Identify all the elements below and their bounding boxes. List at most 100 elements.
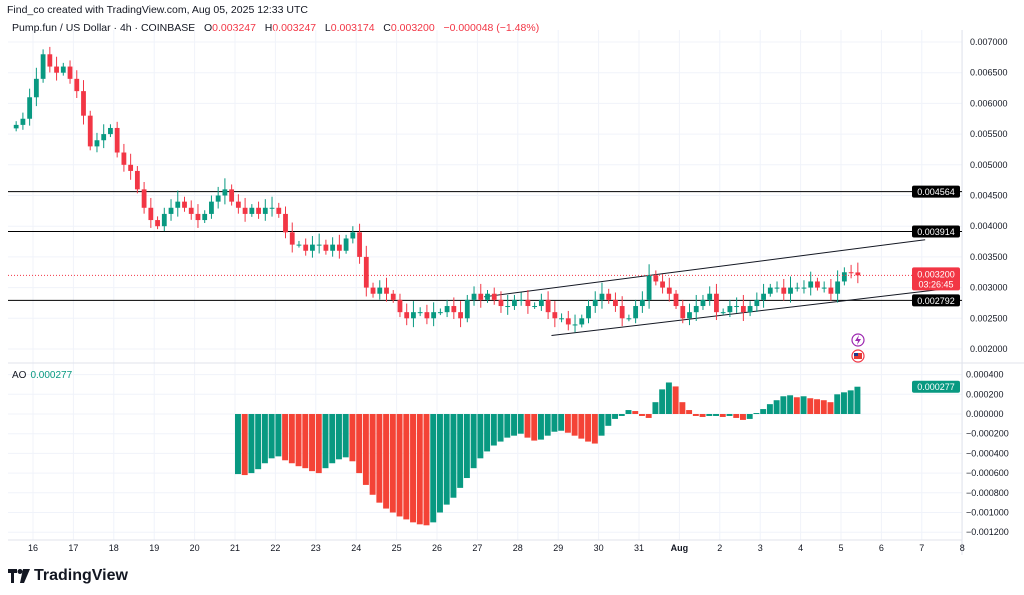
candle-body (363, 256, 369, 288)
candle-body (808, 281, 814, 288)
ao-bar (268, 414, 275, 459)
ao-label: AO (12, 370, 27, 381)
ao-bar (430, 414, 437, 523)
symbol-name[interactable]: Pump.fun / US Dollar · 4h · COINBASE (12, 22, 196, 34)
tradingview-logo[interactable]: TradingView (8, 567, 128, 585)
candle-body (175, 201, 181, 208)
tradingview-logo-icon (8, 569, 30, 583)
ao-bar (814, 399, 820, 414)
time-axis-label: 28 (513, 543, 523, 553)
ao-bar (834, 394, 841, 414)
ao-bar (470, 414, 477, 469)
ao-bar (740, 414, 746, 420)
candle-body (370, 287, 376, 294)
candle-body (47, 54, 53, 67)
candle-body (13, 124, 19, 129)
ao-bar (632, 411, 639, 414)
ao-bar (659, 389, 666, 414)
ao-bar (383, 414, 390, 509)
candle-body (27, 97, 33, 119)
ao-bar (369, 414, 376, 495)
time-axis-label: 31 (634, 543, 644, 553)
candle-body (666, 287, 672, 294)
candle-body (734, 306, 740, 308)
time-axis-label: 21 (230, 543, 240, 553)
candle-body (518, 299, 524, 301)
ao-axis-label: −0.000400 (966, 448, 1009, 458)
ao-bar (672, 386, 679, 414)
ao-bar (490, 414, 497, 446)
ao-bar (665, 382, 672, 414)
candle-body (229, 189, 235, 202)
ao-bar (847, 390, 854, 414)
ao-bar (241, 414, 248, 476)
candle-body (316, 244, 322, 246)
ao-bar (571, 414, 578, 436)
candle-body (437, 312, 443, 314)
candle-body (815, 281, 820, 288)
ao-axis-label: 0.000400 (966, 370, 1004, 380)
ao-bar (322, 414, 329, 469)
candle-body (296, 244, 302, 246)
ao-bar (766, 404, 773, 414)
ao-bar (315, 414, 322, 474)
candle-body (714, 293, 719, 313)
candle-body (565, 318, 571, 325)
candle-body (599, 293, 605, 300)
candle-body (168, 207, 174, 214)
change-value: −0.000048 (−1.48%) (443, 22, 540, 34)
candle-body (411, 312, 416, 319)
time-axis-label: 5 (838, 543, 843, 553)
candle-body (767, 287, 773, 294)
ao-bar (699, 414, 706, 417)
time-axis-label: 26 (432, 543, 442, 553)
ao-axis-label: −0.000800 (966, 488, 1009, 498)
ao-bar (282, 414, 289, 461)
ao-bar (275, 414, 282, 457)
ao-bar (773, 400, 780, 414)
ao-bar (511, 414, 517, 436)
ao-bar (719, 414, 726, 417)
ao-bar (517, 414, 524, 434)
time-axis-label: 6 (879, 543, 884, 553)
candle-body (727, 306, 733, 313)
ao-bar (349, 414, 356, 462)
candle-body (40, 54, 46, 79)
chart-credit: Find_co created with TradingView.com, Au… (7, 4, 308, 16)
candle-body (87, 115, 93, 147)
ao-bar (410, 414, 416, 523)
ao-axis-label: −0.001000 (966, 508, 1009, 518)
ao-bar (854, 386, 861, 414)
logo-text: TradingView (34, 567, 128, 584)
ao-bar (342, 414, 349, 458)
candle-body (202, 213, 208, 221)
us-flag-canton (854, 353, 858, 356)
candle-body (195, 213, 201, 221)
time-axis-label: 17 (68, 543, 78, 553)
candle-body (330, 244, 336, 251)
current-price-label: 0.003200 (917, 269, 955, 279)
candle-body (801, 287, 807, 289)
ao-bar (558, 414, 565, 431)
time-axis-label: 27 (472, 543, 482, 553)
candle-body (377, 287, 383, 294)
candle-body (451, 306, 457, 313)
ao-bar (477, 414, 484, 459)
candle-body (431, 312, 437, 319)
level-label-bg (912, 294, 960, 307)
candle-body (639, 299, 645, 307)
time-axis-label: 2 (717, 543, 722, 553)
time-axis-label: 30 (594, 543, 604, 553)
candle-body (235, 201, 241, 208)
time-axis-label: 25 (392, 543, 402, 553)
symbol-legend: Pump.fun / US Dollar · 4h · COINBASE O0.… (12, 22, 539, 34)
ao-bar (625, 410, 632, 414)
candle-body (357, 232, 362, 257)
lightning-icon-glyph (855, 335, 861, 345)
candle-body (841, 272, 847, 282)
ao-bar (531, 414, 538, 441)
candle-body (310, 244, 315, 251)
candle-body (424, 312, 430, 319)
ao-value: 0.000277 (30, 370, 73, 381)
